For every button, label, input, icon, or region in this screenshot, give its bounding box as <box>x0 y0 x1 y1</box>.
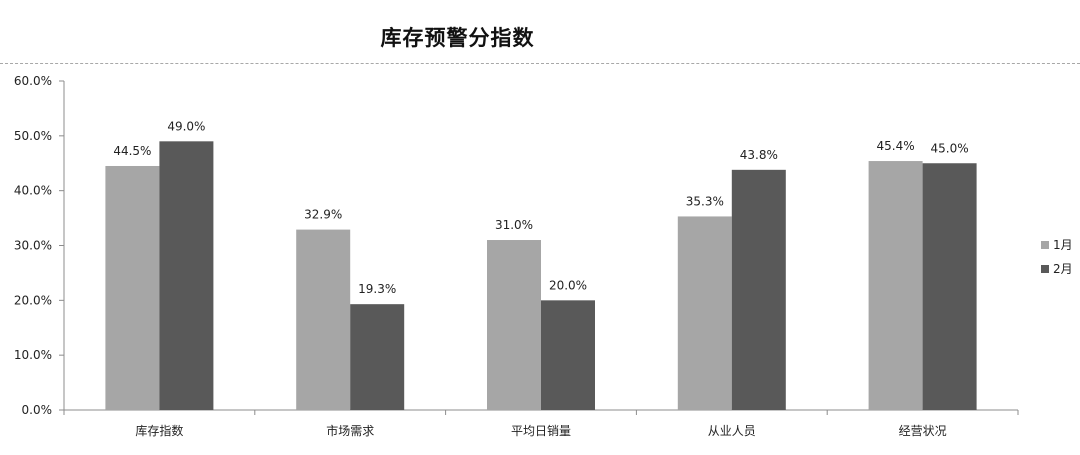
x-category-label: 平均日销量 <box>511 424 571 438</box>
data-label: 31.0% <box>495 218 533 232</box>
bar <box>677 216 732 410</box>
bar <box>296 229 351 410</box>
bar <box>105 165 160 410</box>
bar <box>350 304 405 410</box>
bar <box>731 169 786 410</box>
y-tick-label: 40.0% <box>14 184 52 198</box>
y-tick-label: 20.0% <box>14 293 52 307</box>
title-divider <box>0 63 1080 64</box>
x-category-label: 经营状况 <box>899 424 947 438</box>
chart-bars: 44.5% 49.0% 32.9% 19.3% 31.0% 20.0% 35.3% 43.8%… <box>105 119 977 411</box>
bar <box>159 141 214 411</box>
data-label: 19.3% <box>358 282 396 296</box>
bar <box>487 240 541 410</box>
data-label: 20.0% <box>549 278 587 292</box>
legend-label: 2月 <box>1053 262 1073 276</box>
chart-axes: 0.0% 10.0% 20.0% 30.0% 40.0% 50.0% 60.0% 库存指数 市场… <box>14 74 1019 438</box>
x-category-label: 库存指数 <box>135 423 183 438</box>
data-label: 45.0% <box>931 141 969 155</box>
y-tick-label: 10.0% <box>14 348 52 362</box>
bar <box>922 163 977 410</box>
legend-label: 1月 <box>1053 238 1073 252</box>
y-tick-label: 60.0% <box>14 74 52 88</box>
data-label: 49.0% <box>167 119 205 133</box>
y-tick-label: 0.0% <box>22 403 53 417</box>
bar <box>541 300 595 410</box>
legend-swatch <box>1041 265 1049 273</box>
x-category-label: 从业人员 <box>708 424 756 438</box>
y-tick-label: 50.0% <box>14 129 52 143</box>
legend-swatch <box>1041 241 1049 249</box>
y-tick-label: 30.0% <box>14 239 52 253</box>
data-label: 32.9% <box>304 208 342 222</box>
data-label: 35.3% <box>686 194 724 208</box>
chart-legend: 1月 2月 <box>1041 238 1073 276</box>
data-label: 45.4% <box>877 139 915 153</box>
data-label: 43.8% <box>740 148 778 162</box>
bar <box>868 161 923 410</box>
chart-title: 库存预警分指数 <box>380 26 535 50</box>
x-category-label: 市场需求 <box>326 423 374 438</box>
data-label: 44.5% <box>113 144 151 158</box>
